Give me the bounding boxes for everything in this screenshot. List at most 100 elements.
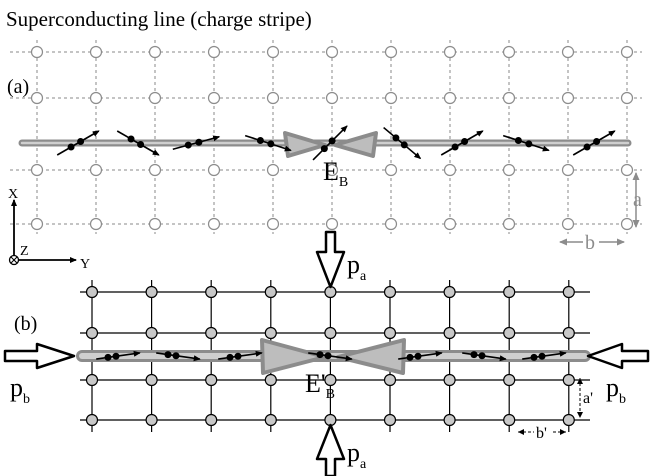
lattice-node-b (85, 373, 99, 387)
lattice-node-a (148, 163, 162, 177)
lattice-node-b (324, 326, 337, 340)
pressure-b-right-arrow (586, 342, 650, 370)
lattice-node-b (562, 285, 575, 299)
lattice-node-b (443, 413, 456, 427)
lattice-node-a (325, 45, 339, 59)
lattice-node-b (145, 285, 158, 299)
panel-a-label: (a) (7, 76, 29, 98)
lattice-b-label: b (585, 232, 595, 254)
lattice-node-a (443, 91, 457, 105)
lattice-node-b (205, 326, 218, 340)
lattice-node-a (325, 91, 339, 105)
dimer-dot (195, 138, 203, 146)
dimer-dot (583, 143, 591, 151)
lattice-node-a (502, 217, 516, 231)
dimer-dot (328, 137, 336, 145)
lattice-nodes-a (30, 45, 634, 231)
lattice-node-a (266, 217, 280, 231)
lattice-node-a (148, 45, 162, 59)
lattice-node-a (384, 163, 398, 177)
lattice-node-a (89, 163, 103, 177)
dimer-dot (525, 140, 533, 148)
lattice-node-b (145, 413, 158, 427)
lattice-node-a (148, 91, 162, 105)
dimer-dot (530, 353, 538, 361)
lattice-node-a (502, 163, 516, 177)
lattice-node-a (89, 45, 103, 59)
dimer-dot (127, 135, 135, 143)
panel-a: (a) EB a b (7, 40, 642, 254)
lattice-node-a (443, 163, 457, 177)
lattice-node-a (561, 91, 575, 105)
lattice-node-a (561, 217, 575, 231)
dimer-dot (324, 352, 332, 360)
dimer-dot (104, 353, 112, 361)
lattice-node-a (561, 163, 575, 177)
dimer-dot (267, 140, 275, 148)
lattice-a-prime-head-bottom (577, 412, 583, 418)
lattice-node-b (145, 326, 158, 340)
lattice-node-b (383, 326, 397, 340)
x-axis-label: X (8, 187, 18, 202)
pressure-b-left-label: pb (10, 373, 30, 407)
lattice-node-b (562, 413, 575, 427)
dimer-dot (514, 137, 522, 145)
lattice-node-b (443, 326, 456, 340)
lattice-b-prime-label-bg (534, 423, 552, 439)
lattice-node-a (443, 45, 457, 59)
dimer-dot (316, 351, 324, 359)
dimer-dot (112, 352, 120, 360)
lattice-b-prime-head-right (560, 429, 566, 435)
lattice-node-a (30, 45, 44, 59)
lattice-node-b (205, 373, 218, 387)
lattice-b-label-bg (583, 234, 599, 250)
lattice-node-b (503, 326, 516, 340)
lattice-node-a (384, 91, 398, 105)
lattice-node-b (205, 285, 218, 299)
lattice-node-a (30, 91, 44, 105)
dimer-dot (234, 352, 242, 360)
z-axis-label: Z (20, 244, 29, 259)
pressure-b-left-arrow (3, 342, 76, 370)
lattice-node-a (266, 45, 280, 59)
dimer-dot (137, 141, 145, 148)
dimer-dot (593, 138, 601, 145)
lattice-node-b (264, 285, 277, 299)
lattice-node-b (383, 413, 397, 427)
dimer-dot (226, 353, 234, 361)
lattice-node-a (89, 91, 103, 105)
lattice-node-a (207, 91, 221, 105)
arrowhead-right-b (336, 338, 406, 375)
lattice-node-b (443, 373, 456, 387)
lattice-node-b (264, 326, 277, 340)
lattice-node-b (264, 413, 277, 427)
lattice-node-a (620, 163, 634, 177)
lattice-node-a (384, 45, 398, 59)
dimer-dot (406, 353, 414, 361)
figure-title: Superconducting line (charge stripe) (6, 7, 312, 31)
energy-label-a: EB (323, 157, 348, 190)
pressure-a-top-arrow (315, 230, 346, 289)
lattice-node-b (85, 285, 99, 299)
lattice-b-prime-label: b' (536, 425, 547, 442)
lattice-node-a (384, 217, 398, 231)
lattice-node-b (205, 413, 218, 427)
lattice-node-a (207, 163, 221, 177)
dimer-dot (478, 352, 486, 360)
lattice-node-b (562, 373, 575, 387)
lattice-node-a (266, 163, 280, 177)
panel-b: (b) E'B a' b' (14, 280, 593, 442)
dimer-dot (470, 351, 478, 359)
dimer-dot (184, 141, 192, 149)
lattice-node-a (325, 163, 339, 177)
grid-a (10, 40, 642, 234)
lattice-node-a (443, 217, 457, 231)
lattice-node-b (383, 373, 397, 387)
lattice-node-b (383, 285, 397, 299)
lattice-a-prime-label: a' (583, 390, 593, 407)
lattice-node-a (561, 45, 575, 59)
pressure-a-top-label: pa (347, 250, 367, 284)
lattice-node-a (325, 217, 339, 231)
panel-b-label: (b) (14, 313, 37, 335)
lattice-node-a (89, 217, 103, 231)
